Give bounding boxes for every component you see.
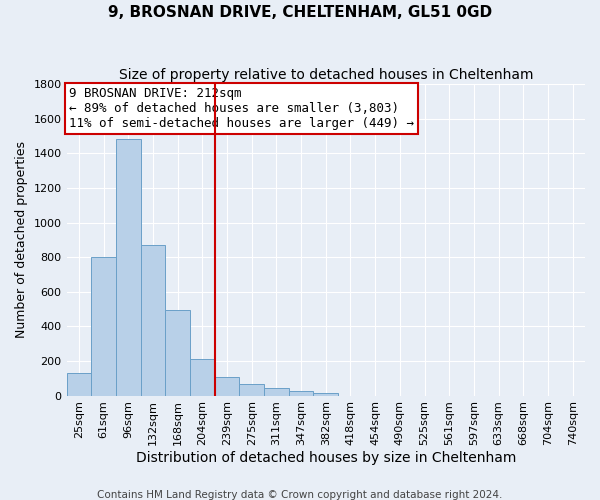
- Bar: [313, 393, 338, 396]
- Bar: [289, 390, 313, 396]
- Bar: [190, 359, 215, 396]
- Text: Contains HM Land Registry data © Crown copyright and database right 2024.: Contains HM Land Registry data © Crown c…: [97, 490, 503, 500]
- Text: 9 BROSNAN DRIVE: 212sqm
← 89% of detached houses are smaller (3,803)
11% of semi: 9 BROSNAN DRIVE: 212sqm ← 89% of detache…: [69, 87, 414, 130]
- Bar: [140, 245, 165, 396]
- Bar: [264, 388, 289, 396]
- X-axis label: Distribution of detached houses by size in Cheltenham: Distribution of detached houses by size …: [136, 451, 516, 465]
- Bar: [239, 384, 264, 396]
- Bar: [67, 373, 91, 396]
- Bar: [165, 310, 190, 396]
- Text: 9, BROSNAN DRIVE, CHELTENHAM, GL51 0GD: 9, BROSNAN DRIVE, CHELTENHAM, GL51 0GD: [108, 5, 492, 20]
- Bar: [215, 378, 239, 396]
- Bar: [116, 140, 140, 396]
- Bar: [91, 257, 116, 396]
- Y-axis label: Number of detached properties: Number of detached properties: [15, 142, 28, 338]
- Title: Size of property relative to detached houses in Cheltenham: Size of property relative to detached ho…: [119, 68, 533, 82]
